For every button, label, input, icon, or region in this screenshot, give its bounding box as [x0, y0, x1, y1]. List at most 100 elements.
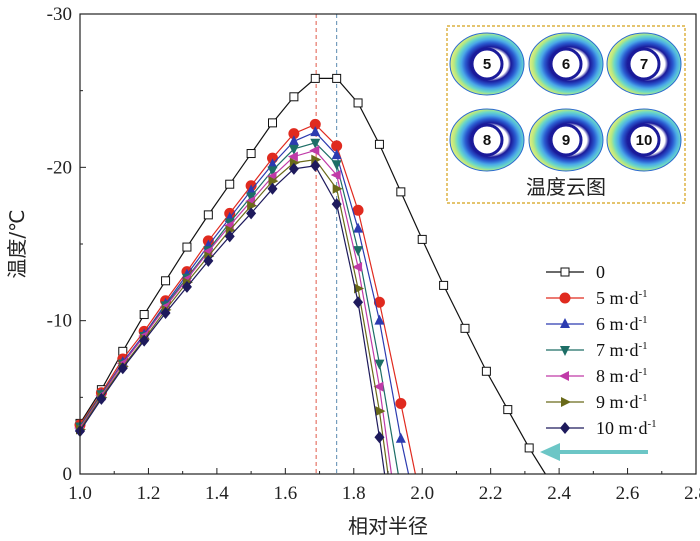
series-1 — [74, 118, 416, 475]
legend-item: 0 — [546, 262, 605, 282]
x-tick-label: 1.2 — [137, 483, 161, 504]
data-point — [246, 207, 257, 220]
data-point — [309, 145, 320, 156]
temperature-cloud-5: 5 — [449, 32, 525, 96]
series-0 — [75, 73, 546, 475]
data-point — [352, 204, 364, 216]
data-point — [288, 162, 299, 175]
data-point — [310, 159, 321, 172]
data-point — [331, 198, 342, 211]
data-point — [246, 192, 257, 203]
x-tick-label: 2.8 — [684, 483, 700, 504]
legend-marker — [560, 422, 570, 434]
legend-label: 10 m·d-1 — [596, 418, 657, 438]
series-line — [79, 165, 386, 475]
temperature-cloud-7: 7 — [606, 32, 682, 96]
data-point — [332, 183, 343, 194]
temperature-cloud-9: 9 — [528, 108, 604, 172]
data-point — [331, 149, 342, 160]
x-tick-label: 1.6 — [273, 483, 297, 504]
data-point — [396, 187, 406, 197]
data-point — [332, 73, 342, 83]
y-tick-label: -30 — [47, 4, 72, 25]
series-line — [79, 142, 399, 475]
data-point — [374, 431, 385, 444]
series-3 — [75, 138, 399, 475]
x-tick-label: 2.0 — [410, 483, 434, 504]
cloud-label: 5 — [483, 56, 491, 73]
data-point — [181, 280, 192, 293]
cloud-label: 10 — [636, 132, 653, 149]
data-point — [268, 118, 277, 128]
legend-label: 5 m·d-1 — [596, 288, 648, 308]
data-point — [353, 98, 363, 108]
y-tick-label: 0 — [63, 464, 73, 485]
cloud-label: 8 — [483, 132, 491, 149]
data-point — [287, 151, 298, 162]
data-point — [524, 443, 534, 453]
y-tick-label: -10 — [47, 311, 72, 332]
data-point — [481, 366, 491, 376]
data-point — [353, 296, 364, 309]
legend-item: 9 m·d-1 — [546, 392, 648, 412]
series-line — [79, 123, 416, 475]
inset-title: 温度云图 — [526, 175, 606, 199]
series-5 — [76, 154, 389, 475]
data-point — [203, 254, 214, 267]
data-point — [96, 392, 107, 405]
cloud-label: 9 — [562, 132, 570, 149]
data-point — [117, 362, 128, 375]
series-line — [79, 149, 393, 475]
data-point — [288, 144, 299, 155]
data-point — [139, 310, 149, 320]
x-tick-label: 1.0 — [68, 483, 92, 504]
temperature-cloud-6: 6 — [528, 32, 604, 96]
data-point — [310, 73, 320, 83]
legend-item: 6 m·d-1 — [546, 314, 648, 334]
data-point — [247, 200, 258, 211]
data-point — [139, 334, 150, 347]
data-point — [373, 381, 384, 392]
legend-item: 8 m·d-1 — [546, 366, 648, 386]
data-point — [267, 166, 278, 177]
x-tick-label: 1.4 — [205, 483, 229, 504]
data-point — [310, 138, 321, 149]
data-point — [203, 210, 213, 220]
legend-label: 0 — [596, 262, 605, 282]
axes-layer: 1.0 1.2 1.4 1.6 1.8 2.0 2.2 2.4 2.6 2.8 0 -10 -20 -30… — [5, 4, 700, 538]
legend-item: 5 m·d-1 — [546, 288, 648, 308]
plot-layer — [74, 14, 546, 475]
data-point — [375, 406, 386, 417]
data-point — [330, 170, 341, 180]
data-point — [460, 323, 470, 333]
legend-item: 10 m·d-1 — [546, 418, 657, 438]
data-point — [310, 126, 321, 137]
data-point — [246, 184, 257, 195]
direction-arrow-icon — [540, 443, 648, 461]
data-point — [374, 139, 384, 149]
legend-marker — [559, 371, 569, 381]
x-tick-label: 2.2 — [479, 483, 503, 504]
x-tick-label: 1.8 — [342, 483, 366, 504]
data-point — [353, 246, 364, 257]
legend-label: 7 m·d-1 — [596, 340, 648, 360]
data-point — [439, 280, 449, 290]
data-point — [267, 158, 278, 169]
data-point — [352, 262, 363, 272]
data-point — [374, 359, 385, 370]
data-point — [417, 234, 427, 244]
temperature-cloud-8: 8 — [449, 108, 525, 172]
data-point — [374, 314, 385, 325]
cloud-label: 6 — [562, 56, 570, 73]
legend-item: 7 m·d-1 — [546, 340, 648, 360]
data-point — [160, 307, 171, 319]
data-point — [161, 276, 171, 286]
legend-label: 8 m·d-1 — [596, 366, 648, 386]
data-point — [268, 176, 279, 187]
data-point — [395, 397, 407, 409]
data-point — [331, 160, 342, 171]
data-point — [182, 242, 192, 252]
cloud-label: 7 — [640, 56, 648, 73]
series-6 — [75, 159, 386, 475]
